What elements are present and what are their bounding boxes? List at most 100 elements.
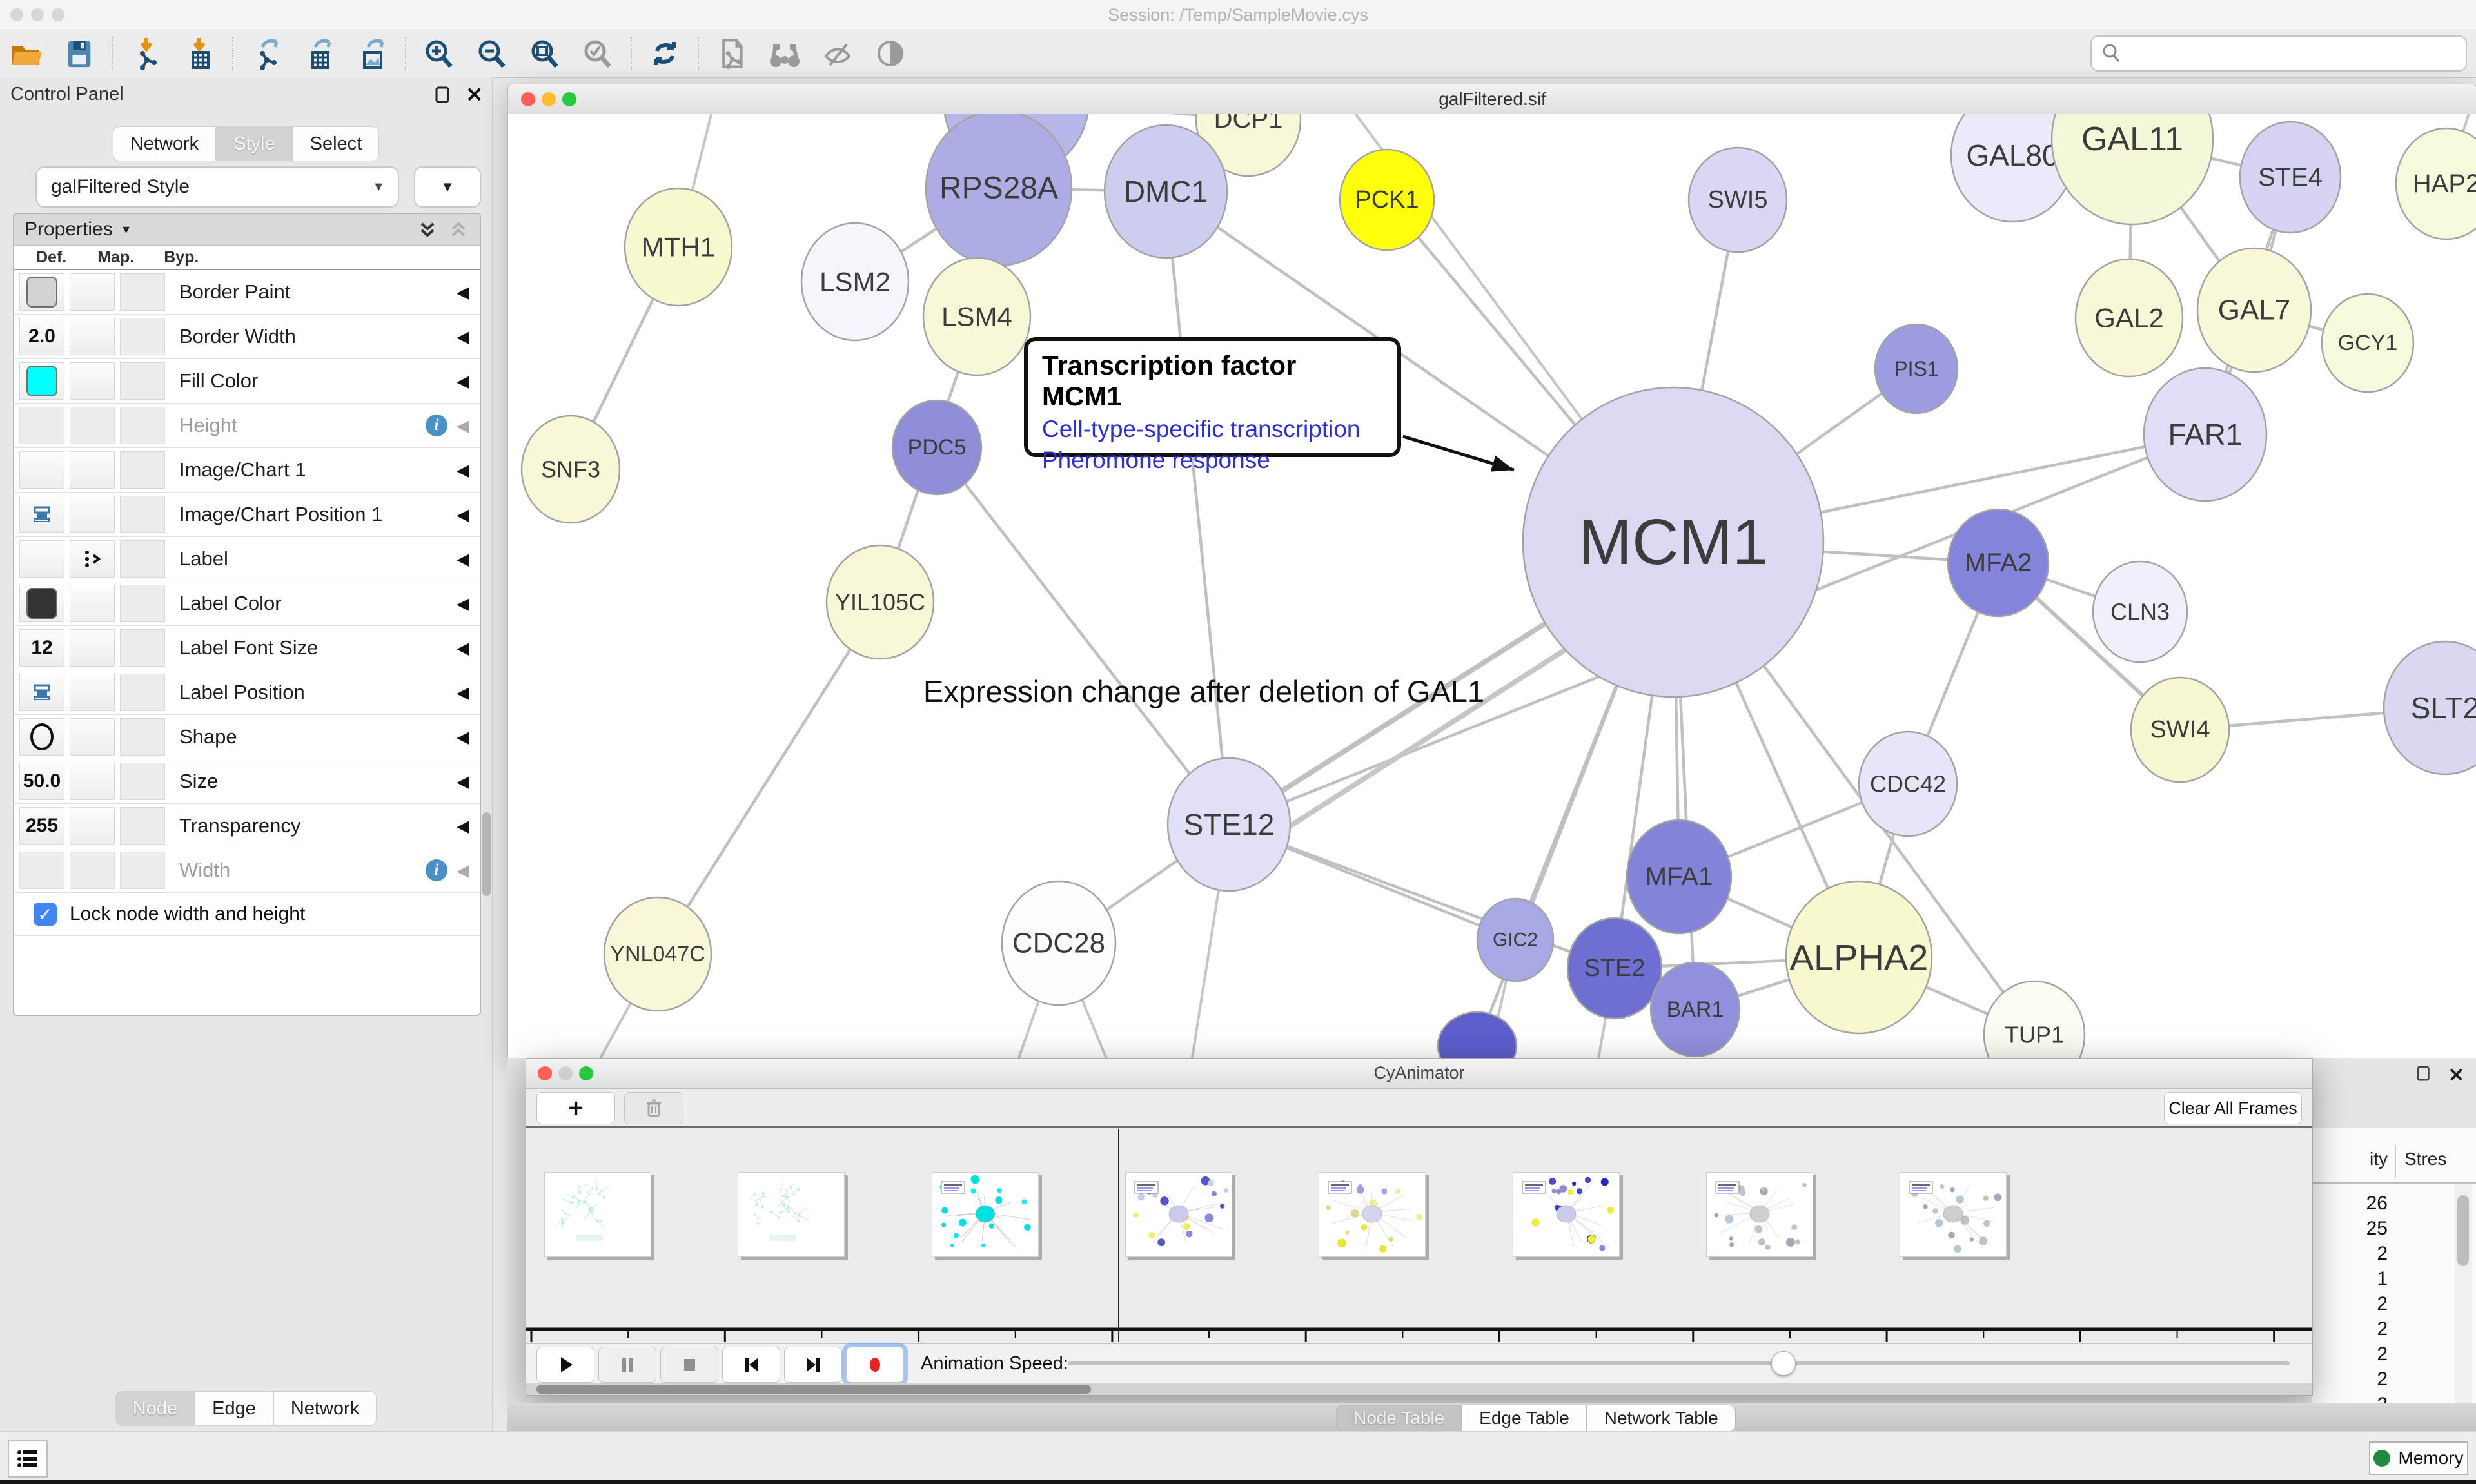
network-canvas[interactable]: DCP1 RPS28A DMC1 PCK1 SWI5 GAL80 GAL11 STE4 HAP2… — [508, 114, 2476, 1059]
import-table-icon[interactable] — [179, 35, 219, 72]
frames-hscrollbar[interactable] — [526, 1383, 2312, 1395]
mapping-cell[interactable] — [70, 318, 115, 355]
table-cell-value[interactable]: 2 — [2377, 1343, 2388, 1365]
pause-button[interactable] — [598, 1347, 656, 1383]
network-node-DMC1[interactable] — [1103, 124, 1228, 259]
expand-property-icon[interactable]: ◀ — [457, 371, 469, 391]
network-node-GCY1[interactable] — [2321, 293, 2415, 393]
network-node-ALPHA2[interactable] — [1785, 880, 1933, 1035]
expand-property-icon[interactable]: ◀ — [457, 860, 469, 880]
skip-start-button[interactable] — [722, 1347, 780, 1383]
expand-property-icon[interactable]: ◀ — [457, 460, 469, 480]
annotation-link-1[interactable]: Cell-type-specific transcription — [1042, 416, 1361, 442]
task-history-button[interactable] — [8, 1440, 48, 1478]
bypass-cell[interactable] — [120, 407, 165, 444]
dock-tab-node-table[interactable]: Node Table — [1336, 1405, 1462, 1432]
network-node-HAP2[interactable] — [2395, 127, 2476, 240]
default-value-cell[interactable] — [19, 852, 64, 889]
network-node-CDC42[interactable] — [1858, 730, 1958, 837]
mapping-cell[interactable] — [70, 585, 115, 622]
bypass-cell[interactable] — [120, 540, 165, 578]
default-value-cell[interactable]: 255 — [19, 807, 64, 845]
panel-tab-node[interactable]: Node — [115, 1391, 195, 1426]
network-node-GAL2[interactable] — [2074, 258, 2184, 378]
info-icon[interactable]: i — [426, 859, 447, 881]
network-edge[interactable] — [656, 601, 881, 955]
table-cell-value[interactable]: 2 — [2315, 1394, 2388, 1403]
table-cell-value[interactable]: 26 — [2366, 1193, 2388, 1214]
mapping-cell[interactable] — [70, 407, 115, 444]
network-node-MCM1[interactable] — [1522, 386, 1825, 698]
frame-thumbnail-0[interactable] — [544, 1172, 651, 1257]
control-panel-scrollbar[interactable] — [482, 812, 491, 896]
network-node-PDC5[interactable] — [891, 399, 983, 496]
stop-button[interactable] — [660, 1347, 718, 1383]
network-node-CDC28[interactable] — [1001, 880, 1117, 1006]
mapping-cell[interactable] — [70, 763, 115, 800]
property-row-size[interactable]: 50.0 Size ◀ — [14, 759, 480, 804]
dock-tab-network-table[interactable]: Network Table — [1586, 1405, 1736, 1432]
frame-thumbnail-2[interactable] — [931, 1172, 1039, 1257]
lock-size-checkbox[interactable]: ✓ — [34, 903, 57, 926]
property-row-border-width[interactable]: 2.0 Border Width ◀ — [14, 315, 480, 359]
property-row-image-chart-position-1[interactable]: Image/Chart Position 1 ◀ — [14, 493, 480, 537]
table-cell-value[interactable]: 25 — [2366, 1218, 2388, 1239]
save-icon[interactable] — [59, 35, 99, 72]
expand-property-icon[interactable]: ◀ — [457, 638, 469, 658]
skip-end-button[interactable] — [784, 1347, 842, 1383]
close-icon[interactable] — [521, 92, 535, 106]
search-input[interactable] — [2090, 35, 2467, 72]
property-row-transparency[interactable]: 255 Transparency ◀ — [14, 804, 480, 848]
property-row-label-color[interactable]: Label Color ◀ — [14, 581, 480, 626]
add-frame-button[interactable]: + — [536, 1092, 615, 1124]
bypass-cell[interactable] — [120, 496, 165, 533]
mapping-cell[interactable] — [70, 496, 115, 533]
property-row-label[interactable]: Label ◀ — [14, 537, 480, 581]
mapping-cell[interactable] — [70, 540, 115, 578]
network-node-SWI4[interactable] — [2130, 676, 2230, 783]
mapping-cell[interactable] — [70, 273, 115, 311]
bypass-cell[interactable] — [120, 674, 165, 711]
network-node-STE2[interactable] — [1566, 917, 1663, 1020]
table-col-stress[interactable]: Stres — [2404, 1149, 2447, 1169]
expand-property-icon[interactable]: ◀ — [457, 282, 469, 302]
timeline-playhead[interactable] — [1117, 1129, 1119, 1342]
default-value-cell[interactable]: 2.0 — [19, 318, 64, 355]
tab-network[interactable]: Network — [112, 126, 217, 161]
network-node-STE4[interactable] — [2239, 121, 2342, 234]
bypass-cell[interactable] — [120, 718, 165, 756]
default-value-cell[interactable] — [19, 718, 64, 756]
default-value-cell[interactable] — [19, 451, 64, 489]
network-node-MFA1[interactable] — [1626, 819, 1733, 935]
bypass-cell[interactable] — [120, 852, 165, 889]
expand-property-icon[interactable]: ◀ — [457, 415, 469, 435]
network-node-GIC2[interactable] — [1476, 897, 1555, 982]
memory-button[interactable]: Memory — [2369, 1441, 2468, 1475]
property-row-shape[interactable]: Shape ◀ — [14, 715, 480, 759]
mapping-cell[interactable] — [70, 674, 115, 711]
mapping-cell[interactable] — [70, 807, 115, 845]
zoom-icon[interactable] — [579, 1066, 593, 1080]
default-value-cell[interactable] — [19, 407, 64, 444]
close-window-icon[interactable] — [10, 8, 23, 21]
network-edge[interactable] — [936, 446, 1230, 826]
import-network-icon[interactable] — [126, 35, 166, 72]
zoom-icon[interactable] — [562, 92, 576, 106]
network-node-PCK1[interactable] — [1339, 148, 1435, 251]
default-value-cell[interactable] — [19, 674, 64, 711]
bypass-cell[interactable] — [120, 362, 165, 400]
frame-thumbnail-5[interactable] — [1512, 1172, 1620, 1257]
bypass-cell[interactable] — [120, 585, 165, 622]
table-cell-value[interactable]: 2 — [2377, 1243, 2388, 1264]
property-row-label-position[interactable]: Label Position ◀ — [14, 670, 480, 715]
expand-property-icon[interactable]: ◀ — [457, 682, 469, 702]
bypass-cell[interactable] — [120, 273, 165, 311]
default-value-cell[interactable] — [19, 362, 64, 400]
table-cell-value[interactable]: 1 — [2377, 1268, 2388, 1289]
panel-tab-network[interactable]: Network — [273, 1391, 377, 1426]
expand-property-icon[interactable]: ◀ — [457, 549, 469, 569]
network-node-LSM4[interactable] — [922, 257, 1032, 376]
expand-property-icon[interactable]: ◀ — [457, 593, 469, 613]
property-row-width[interactable]: Width i ◀ — [14, 848, 480, 893]
open-folder-icon[interactable] — [6, 35, 46, 72]
